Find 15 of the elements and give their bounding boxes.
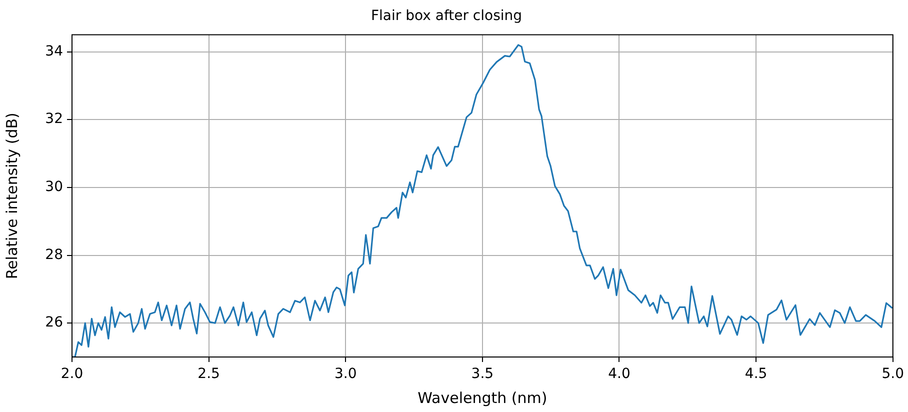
x-tick-label: 4.0 [608,366,630,382]
x-tick-label: 5.0 [882,366,904,382]
y-axis-title: Relative intensity (dB) [2,112,21,280]
x-axis-title: Wavelength (nm) [418,388,548,407]
x-tick-label: 3.0 [334,366,357,382]
x-tick-label: 4.5 [744,366,768,382]
y-tick-label: 30 [45,179,63,196]
y-tick-label: 32 [45,111,63,128]
x-tick-label: 3.5 [471,366,494,382]
y-tick-label: 34 [45,43,64,60]
y-tick-label: 26 [45,314,64,331]
x-tick-label: 2.0 [60,366,84,382]
y-tick-label: 28 [45,246,63,263]
x-tick-label: 2.5 [198,366,220,382]
chart-title: Flair box after closing [370,8,522,24]
